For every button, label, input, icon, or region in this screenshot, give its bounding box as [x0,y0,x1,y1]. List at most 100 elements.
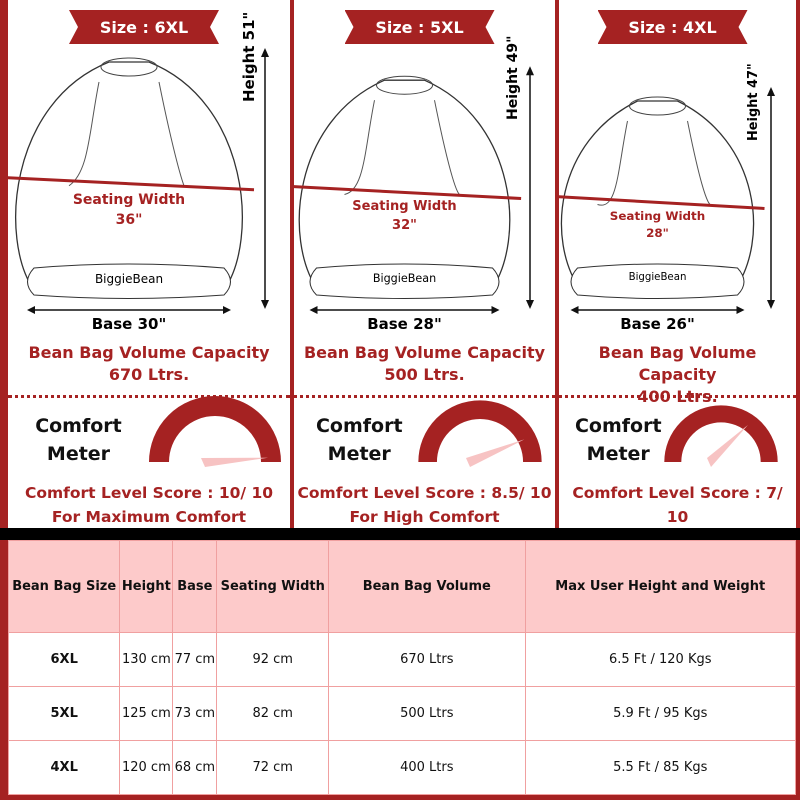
size-panel-0: Size : 6XL Height 51" Seating Width 36" B… [8,0,290,528]
table-cell: 120 cm [119,740,174,795]
seating-width-text: Seating Width [609,209,706,224]
gauge-needle [707,424,748,467]
header-height: Height [119,540,174,633]
comfort-score: Comfort Level Score : 8.5/ 10 For High Co… [294,481,555,529]
size-label: Size : 6XL [99,17,189,37]
table-cell: 73 cm [172,686,218,741]
bean-bag-outline [298,79,511,291]
bean-bag-illustration [559,87,775,314]
size-label: Size : 4XL [628,17,717,37]
seating-width-line [8,176,255,192]
size-panel-1: Size : 5XL Height 49" Seating Width 32" B… [294,0,555,528]
gauge-arc [664,405,778,463]
table-cell: 5.9 Ft / 95 Kgs [524,686,796,741]
section-divider [0,528,800,540]
base-label: Base 26" [620,315,695,333]
height-label: Height 47" [746,63,761,141]
comfort-score-text: Comfort Level Score : 8.5/ 10 [297,484,552,502]
table-cell: 72 cm [216,740,330,795]
panel-divider [290,0,294,528]
comfort-score-text: Comfort Level Score : 10/ 10 [24,484,274,502]
bean-bag-top [100,57,158,77]
bean-bag-illustration [8,48,269,314]
bean-bag-outline [560,100,755,291]
bean-bag-fold [344,100,460,195]
volume-capacity: Bean Bag Volume Capacity 670 Ltrs. [8,342,290,386]
panel-divider [555,0,559,528]
comfort-title-line2: Meter [327,443,391,465]
bean-bag-fold [68,81,185,187]
base-label: Base 30" [91,315,167,333]
seating-width-line [294,185,522,200]
comfort-description: For Maximum Comfort [51,508,247,526]
size-tag: Size : 5XL [344,10,495,44]
volume-title: Bean Bag Volume Capacity [28,343,270,362]
table-cell: 130 cm [119,632,174,687]
comfort-score: Comfort Level Score : 10/ 10 For Maximum … [8,481,290,529]
table-cell: 4XL [7,740,121,795]
comfort-title-line1: Comfort [35,415,122,437]
size-panel-2: Size : 4XL Height 47" Seating Width 28" B… [559,0,796,550]
table-row: 6XL 130 cm 77 cm 92 cm 670 Ltrs 6.5 Ft / 120 … [7,632,796,687]
header-max-user: Max User Height and Weight [524,540,796,633]
dotted-separator [559,395,796,398]
brand-label: BiggieBean [372,272,437,285]
dotted-separator [8,395,290,398]
bean-bag-base [309,263,500,299]
table-cell: 6XL [7,632,121,687]
bean-bag-illustration [294,66,534,314]
seating-width-text: Seating Width [352,199,457,215]
bean-bag-outline [15,61,243,291]
base-label: Base 28" [367,315,442,333]
bean-bag-top [629,96,686,116]
gauge-arc [418,400,542,463]
comfort-description: For High Comfort [349,508,500,526]
comfort-meter-title: Comfort Meter [573,412,663,468]
size-tag: Size : 6XL [69,10,219,44]
size-label: Size : 5XL [375,17,464,37]
header-size: Bean Bag Size [7,540,121,633]
volume-value: 500 Ltrs. [384,365,465,384]
seating-width-line [559,195,765,210]
table-cell: 6.5 Ft / 120 Kgs [524,632,796,687]
height-label: Height 51" [240,11,258,102]
table-cell: 92 cm [216,632,330,687]
seating-width-label: Seating Width 36" [59,190,199,230]
seating-width-value: 28" [646,226,669,241]
comfort-title-line2: Meter [586,443,650,465]
size-tag: Size : 4XL [597,10,748,44]
seating-width-label: Seating Width 28" [588,208,728,242]
header-base: Base [172,540,218,633]
seating-width-value: 32" [392,218,417,234]
seating-width-value: 36" [115,211,143,228]
comfort-title-line1: Comfort [574,415,662,437]
table-cell: 125 cm [119,686,174,741]
height-label: Height 49" [505,35,521,121]
table-cell: 5XL [7,686,121,741]
dotted-separator [294,395,555,398]
seating-width-text: Seating Width [72,191,186,208]
gauge-arc [149,396,281,463]
brand-label: BiggieBean [94,272,164,286]
bean-bag-top [376,75,433,95]
volume-capacity: Bean Bag Volume Capacity 400 Ltrs. [559,342,796,408]
table-cell: 82 cm [216,686,330,741]
table-header-row: Bean Bag Size Height Base Seating Width … [7,540,796,633]
bean-bag-base [27,263,231,299]
bean-bag-base [570,263,745,299]
comfort-score-text: Comfort Level Score : 7/ 10 [572,484,783,526]
table-cell: 670 Ltrs [328,632,526,687]
comfort-meter-title: Comfort Meter [310,412,409,468]
table-row: 4XL 120 cm 68 cm 72 cm 400 Ltrs 5.5 Ft / 85 K… [7,740,796,795]
volume-title: Bean Bag Volume Capacity [303,343,546,362]
volume-capacity: Bean Bag Volume Capacity 500 Ltrs. [294,342,555,386]
size-comparison-table: Bean Bag Size Height Base Seating Width … [7,540,796,795]
volume-title: Bean Bag Volume Capacity [598,343,757,384]
table-row: 5XL 125 cm 73 cm 82 cm 500 Ltrs 5.9 Ft / 95 K… [7,686,796,741]
table-cell: 5.5 Ft / 85 Kgs [524,740,796,795]
table-cell: 500 Ltrs [328,686,526,741]
comfort-title-line1: Comfort [315,415,403,437]
header-volume: Bean Bag Volume [328,540,526,633]
bean-bag-fold [597,120,713,206]
